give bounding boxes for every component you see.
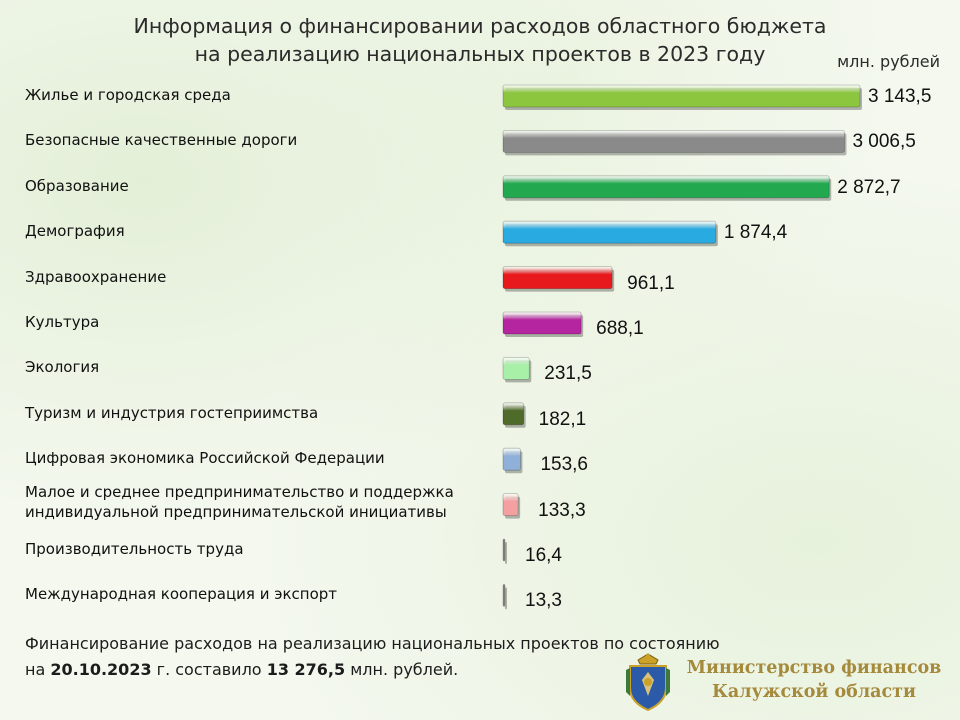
chart-title-line-2: на реализацию национальных проектов в 20…: [194, 42, 766, 66]
footer-prefix: на: [25, 660, 51, 679]
category-label: Здравоохранение: [25, 267, 167, 286]
value-label: 961,1: [627, 272, 675, 294]
value-label: 231,5: [544, 363, 592, 385]
ministry-logo: Министерство финансов Калужской области: [624, 652, 954, 712]
category-label: Международная кооперация и экспорт: [25, 585, 338, 604]
bar: [502, 129, 845, 153]
bar-shadow: [505, 587, 507, 610]
value-label: 1 874,4: [723, 222, 788, 244]
footer-suffix: млн. рублей.: [345, 660, 459, 679]
bar: [502, 493, 519, 517]
value-label: 182,1: [538, 408, 587, 430]
footer-line-1: Финансирование расходов на реализацию на…: [25, 634, 720, 653]
ministry-line-1: Министерство финансов: [686, 658, 942, 678]
value-label: 13,3: [525, 590, 562, 612]
value-label: 688,1: [596, 318, 644, 339]
category-label: Безопасные качественные дороги: [25, 131, 298, 150]
value-label: 3 143,5: [868, 86, 932, 107]
category-label: Экология: [25, 358, 100, 377]
bar: [502, 584, 506, 607]
bar: [502, 311, 582, 335]
category-label: Туризм и индустрия гостеприимства: [25, 403, 319, 422]
bar: [502, 538, 506, 562]
category-label: Малое и среднее предпринимательство и по…: [25, 482, 454, 521]
footer-line-2: на 20.10.2023 г. составило 13 276,5 млн.…: [25, 657, 805, 683]
category-label: Демография: [25, 222, 125, 241]
chart-title-line-1: Информация о финансировании расходов обл…: [133, 14, 827, 38]
kaluga-coat-of-arms-icon: [626, 653, 670, 712]
footer-total: 13 276,5: [266, 660, 346, 679]
value-label: 3 006,5: [852, 131, 916, 153]
value-label: 2 872,7: [837, 176, 901, 198]
footer-mid: г. составило: [151, 660, 267, 679]
bar: [502, 84, 861, 108]
bar: [502, 220, 717, 244]
unit-label: млн. рублей: [837, 52, 940, 71]
value-label: 133,3: [538, 499, 586, 521]
category-label: Производительность труда: [25, 540, 244, 558]
category-label: Культура: [25, 313, 100, 331]
ministry-name: Министерство финансов Калужской области: [679, 656, 949, 704]
footer-date: 20.10.2023: [50, 660, 152, 679]
category-label: Жилье и городская среда: [25, 86, 231, 104]
category-label: Образование: [25, 176, 129, 195]
bar: [502, 266, 613, 290]
value-label: 16,4: [525, 545, 562, 566]
ministry-line-2: Калужской области: [711, 682, 916, 702]
bar: [502, 402, 525, 426]
bar: [502, 447, 521, 471]
bar: [502, 356, 530, 380]
bar-shadow: [505, 542, 507, 564]
chart-title: Информация о финансировании расходов обл…: [0, 12, 960, 68]
value-label: 153,6: [540, 454, 588, 476]
footer-note: Финансирование расходов на реализацию на…: [25, 631, 805, 683]
category-label: Цифровая экономика Российской Федерации: [25, 449, 385, 468]
bar: [502, 175, 830, 199]
